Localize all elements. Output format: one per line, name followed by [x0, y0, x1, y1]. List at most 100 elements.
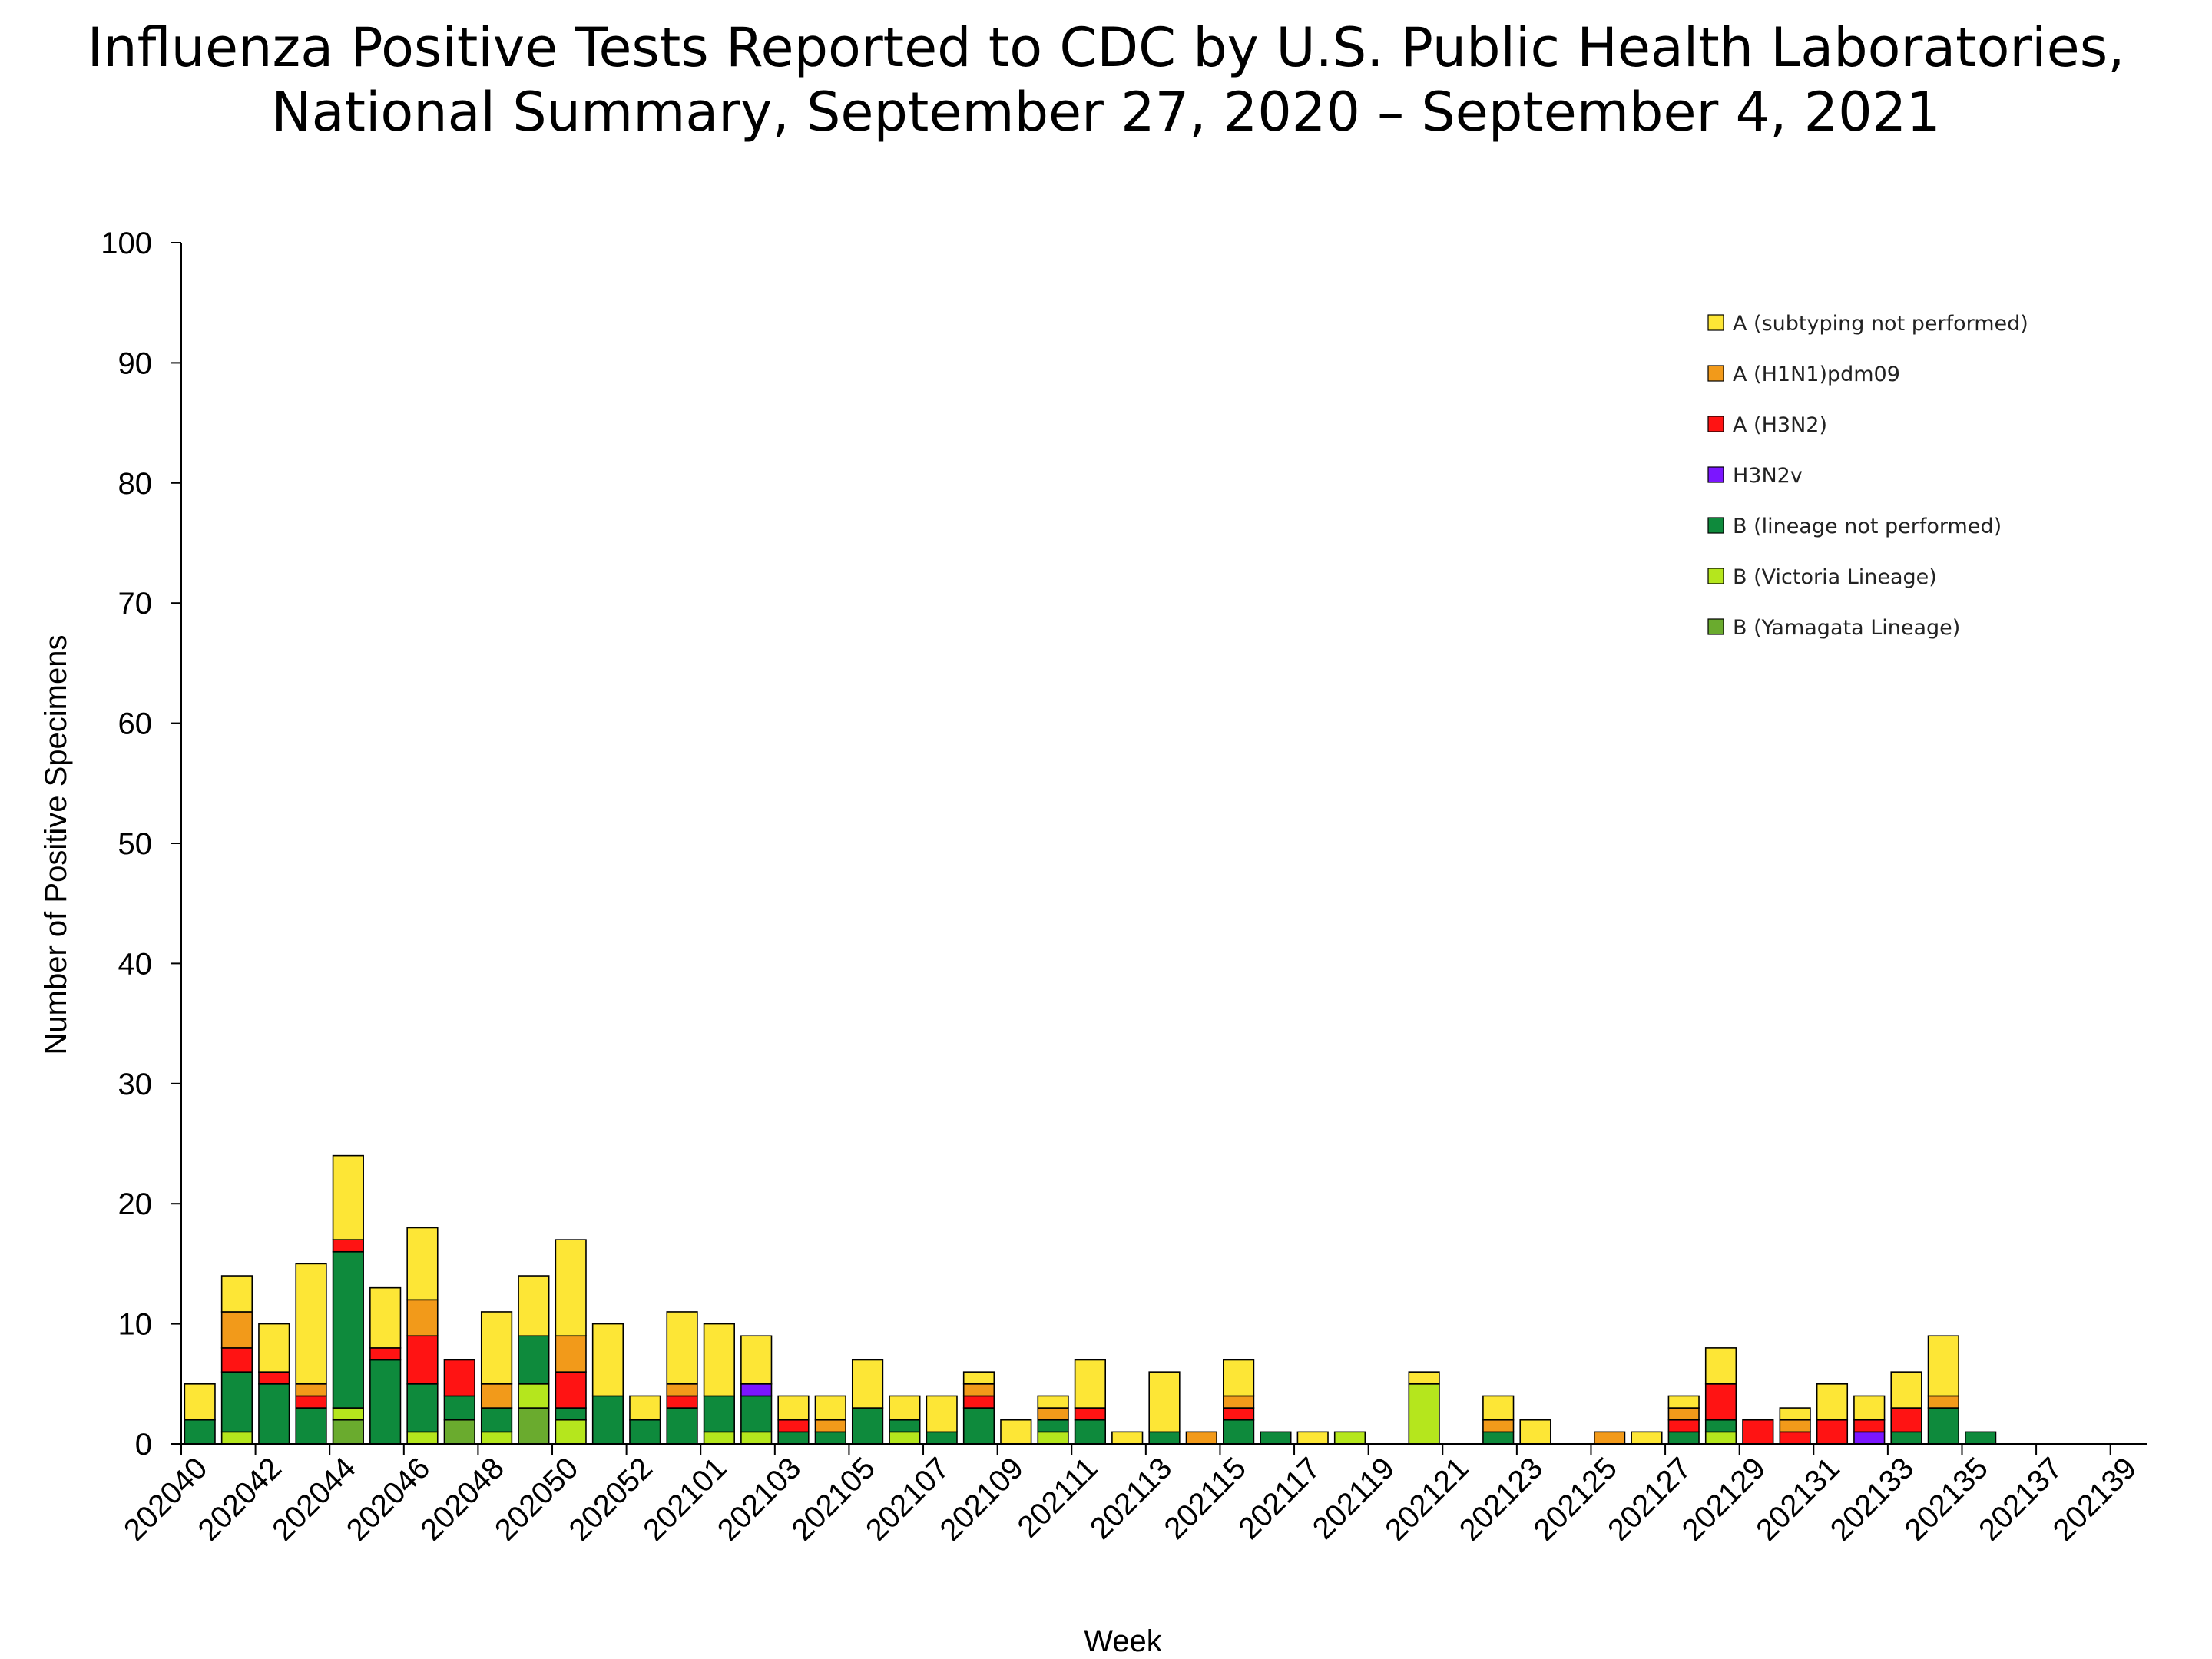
x-tick-label: 202052 — [563, 1451, 660, 1548]
bar-segment — [220, 1275, 253, 1313]
bar-segment — [1037, 1419, 1069, 1433]
bar-segment — [295, 1395, 327, 1409]
legend-label: B (Victoria Lineage) — [1733, 565, 1937, 589]
bar-segment — [369, 1359, 402, 1445]
bar-segment — [555, 1335, 587, 1373]
bar-segment — [220, 1371, 253, 1433]
y-tick-label: 100 — [101, 227, 152, 260]
y-tick-label: 20 — [118, 1187, 153, 1221]
bar-segment — [1037, 1431, 1069, 1445]
bar-segment — [1408, 1383, 1440, 1445]
bar-segment — [369, 1286, 402, 1349]
x-tick-label: 202123 — [1453, 1451, 1550, 1548]
bar-segment — [1223, 1395, 1255, 1409]
x-tick-label: 202129 — [1676, 1451, 1773, 1548]
bar-segment — [1482, 1395, 1515, 1421]
x-tick-label: 202044 — [266, 1451, 363, 1548]
bar-segment — [1519, 1419, 1551, 1445]
bar-segment — [591, 1323, 624, 1397]
bar-segment — [851, 1407, 884, 1445]
bar-segment — [629, 1419, 661, 1445]
legend-label: A (H3N2) — [1733, 413, 1827, 437]
bar-segment — [443, 1419, 475, 1445]
legend-swatch — [1707, 517, 1724, 534]
bar-segment — [1074, 1419, 1106, 1445]
bar-segment — [1965, 1431, 1997, 1445]
bar-segment — [1482, 1419, 1515, 1433]
bar-segment — [889, 1419, 921, 1433]
x-tick-label: 202105 — [785, 1451, 882, 1548]
bar-segment — [220, 1347, 253, 1373]
y-tick-label: 0 — [135, 1428, 152, 1462]
x-tick-label: 202139 — [2047, 1451, 2144, 1548]
bar-segment — [1408, 1371, 1440, 1385]
legend-swatch — [1707, 618, 1724, 635]
bar-segment — [295, 1383, 327, 1397]
bar-segment — [1704, 1383, 1737, 1421]
x-tick-label: 202133 — [1824, 1451, 1921, 1548]
bar-segment — [1667, 1395, 1700, 1409]
bar-segment — [406, 1431, 439, 1445]
bar-segment — [332, 1239, 364, 1253]
bar-segment — [889, 1395, 921, 1421]
y-tick-label: 30 — [118, 1068, 153, 1101]
bar-segment — [1890, 1371, 1922, 1409]
bar-segment — [703, 1395, 735, 1433]
x-tick-label: 202101 — [637, 1451, 733, 1548]
x-tick-label: 202125 — [1527, 1451, 1624, 1548]
x-tick-label: 202050 — [488, 1451, 585, 1548]
y-tick-label: 10 — [118, 1308, 153, 1342]
bar-segment — [1853, 1419, 1886, 1433]
bar-segment — [1779, 1407, 1811, 1421]
bar-segment — [1667, 1419, 1700, 1433]
bar-segment — [629, 1395, 661, 1421]
bar-segment — [258, 1371, 290, 1385]
bar-segment — [518, 1335, 550, 1385]
bar-segment — [889, 1431, 921, 1445]
bar-segment — [740, 1335, 773, 1385]
chart-title-line-2: National Summary, September 27, 2020 – S… — [271, 81, 1941, 144]
legend-label: A (H1N1)pdm09 — [1733, 363, 1900, 386]
y-tick-label: 50 — [118, 827, 153, 861]
x-tick-label: 202135 — [1899, 1451, 1995, 1548]
bar-segment — [406, 1227, 439, 1301]
bar-segment — [926, 1395, 958, 1433]
bar-segment — [1148, 1371, 1181, 1433]
chart-title-line-1: Influenza Positive Tests Reported to CDC… — [87, 16, 2125, 79]
bar-segment — [1779, 1419, 1811, 1433]
y-tick-label: 70 — [118, 587, 153, 621]
bar-segment — [555, 1407, 587, 1421]
bar-segment — [666, 1407, 698, 1445]
bar-segment — [851, 1359, 884, 1409]
bar-segment — [555, 1371, 587, 1409]
bars-layer — [184, 1154, 1997, 1445]
bar-segment — [295, 1407, 327, 1445]
x-tick-label: 202127 — [1601, 1451, 1698, 1548]
legend-label: H3N2v — [1733, 464, 1803, 488]
bar-segment — [1890, 1407, 1922, 1433]
x-axis-title: Week — [1084, 1624, 1163, 1658]
bar-segment — [1111, 1431, 1144, 1445]
x-tick-label: 202103 — [711, 1451, 808, 1548]
legend-swatch — [1707, 314, 1724, 331]
bar-segment — [480, 1383, 513, 1409]
y-tick-label: 80 — [118, 467, 153, 501]
bar-segment — [740, 1383, 773, 1397]
bar-segment — [480, 1431, 513, 1445]
bar-segment — [258, 1323, 290, 1373]
bar-segment — [369, 1347, 402, 1361]
bar-segment — [1927, 1335, 1959, 1397]
bar-segment — [443, 1359, 475, 1397]
bar-segment — [480, 1311, 513, 1385]
bar-segment — [332, 1419, 364, 1445]
legend-label: A (subtyping not performed) — [1733, 312, 2028, 336]
y-axis-title: Number of Positive Specimens — [39, 635, 73, 1055]
bar-segment — [666, 1395, 698, 1409]
bar-segment — [220, 1431, 253, 1445]
bar-segment — [1779, 1431, 1811, 1445]
legend-swatch — [1707, 466, 1724, 483]
bar-segment — [332, 1250, 364, 1409]
chart-title: Influenza Positive Tests Reported to CDC… — [0, 15, 2212, 144]
bar-segment — [1482, 1431, 1515, 1445]
bar-segment — [1667, 1431, 1700, 1445]
